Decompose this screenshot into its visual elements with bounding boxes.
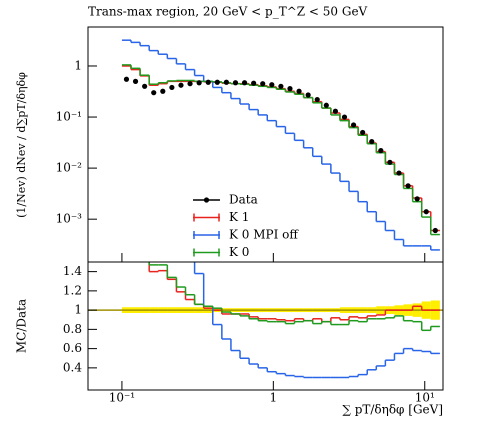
y-tick-label: 1.4 bbox=[63, 264, 82, 278]
data-point bbox=[214, 79, 220, 85]
legend-label: Data bbox=[229, 193, 258, 207]
y-tick-label: 1.2 bbox=[63, 283, 82, 297]
data-point bbox=[187, 81, 193, 87]
data-point bbox=[123, 76, 130, 82]
data-point bbox=[223, 79, 229, 85]
data-point bbox=[432, 227, 438, 234]
data-point bbox=[196, 80, 202, 86]
ratio-frame bbox=[87, 261, 444, 391]
data-point bbox=[278, 83, 284, 89]
data-point bbox=[269, 82, 275, 88]
x-tick-label: 10⁻¹ bbox=[109, 391, 135, 405]
data-point bbox=[423, 209, 429, 215]
legend-marker bbox=[203, 197, 210, 203]
legend-label: K 1 bbox=[229, 210, 249, 224]
y-tick-label: 1 bbox=[74, 303, 82, 317]
y-tick-label: 1 bbox=[74, 58, 82, 72]
data-point bbox=[287, 86, 293, 92]
data-point bbox=[414, 196, 420, 202]
data-point bbox=[369, 139, 375, 145]
x-tick-label: 10¹ bbox=[415, 391, 435, 405]
y-tick-label: 0.6 bbox=[63, 341, 82, 355]
data-point bbox=[205, 79, 211, 85]
data-point bbox=[350, 122, 357, 128]
data-point bbox=[387, 159, 393, 165]
data-point bbox=[323, 102, 329, 108]
data-point bbox=[360, 129, 366, 136]
data-point bbox=[241, 80, 248, 86]
data-point bbox=[169, 84, 175, 91]
ratio-plot bbox=[88, 262, 443, 379]
data-point bbox=[396, 170, 402, 176]
data-point bbox=[405, 183, 411, 189]
data-point bbox=[160, 88, 166, 94]
y-tick-label: 10⁻¹ bbox=[56, 110, 82, 124]
legend-label: K 0 MPI off bbox=[229, 228, 299, 242]
x-tick-label: 1 bbox=[270, 391, 278, 405]
data-point bbox=[251, 80, 257, 86]
data-point bbox=[314, 96, 320, 103]
data-point bbox=[178, 82, 184, 88]
data-point bbox=[378, 148, 384, 154]
data-point bbox=[260, 81, 266, 87]
chart-title: Trans-max region, 20 GeV < p_T^Z < 50 Ge… bbox=[88, 5, 368, 19]
y-axis-label: (1/Nev) dNev / d∑pT/δηδφ bbox=[15, 72, 28, 218]
data-point bbox=[151, 90, 157, 96]
y-tick-label: 0.8 bbox=[63, 322, 82, 336]
data-point bbox=[341, 114, 348, 120]
ratio-y-axis-label: MC/Data bbox=[15, 299, 29, 353]
data-point bbox=[132, 78, 139, 84]
legend-label: K 0 bbox=[229, 245, 249, 259]
data-point bbox=[142, 83, 148, 89]
data-point bbox=[332, 108, 339, 114]
main-plot bbox=[121, 39, 440, 251]
data-point bbox=[232, 80, 239, 86]
y-tick-label: 10⁻³ bbox=[56, 212, 83, 226]
y-tick-label: 0.4 bbox=[63, 360, 82, 374]
data-point bbox=[305, 92, 311, 98]
y-tick-label: 10⁻² bbox=[56, 161, 83, 175]
data-point bbox=[296, 88, 302, 94]
x-axis-label: ∑ pT/δηδφ [GeV] bbox=[342, 403, 443, 417]
